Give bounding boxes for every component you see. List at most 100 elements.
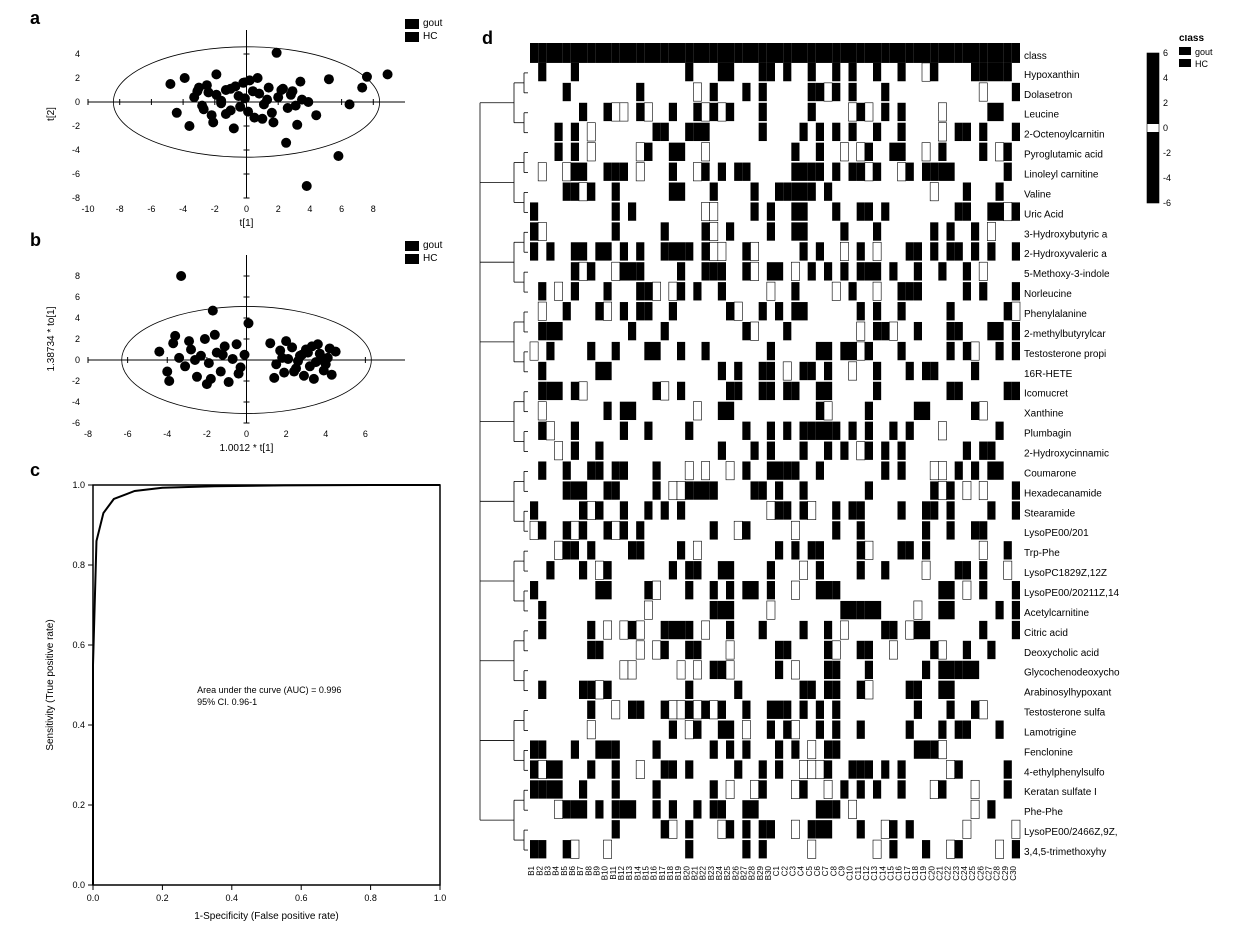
svg-text:class: class — [1179, 35, 1204, 44]
svg-text:-2: -2 — [72, 121, 80, 131]
svg-text:5-Methoxy-3-indole: 5-Methoxy-3-indole — [1024, 269, 1110, 280]
svg-text:Dolasetron: Dolasetron — [1024, 90, 1072, 101]
svg-text:Glycochenodeoxycho: Glycochenodeoxycho — [1024, 668, 1120, 679]
svg-text:8: 8 — [75, 271, 80, 281]
svg-text:2: 2 — [1163, 98, 1168, 108]
svg-text:Coumarone: Coumarone — [1024, 468, 1077, 479]
svg-text:0: 0 — [244, 204, 249, 214]
svg-text:-10: -10 — [81, 204, 94, 214]
svg-text:2-Hydroxycinnamic: 2-Hydroxycinnamic — [1024, 448, 1109, 459]
svg-text:-6: -6 — [124, 429, 132, 439]
svg-text:t[1]: t[1] — [240, 218, 254, 229]
svg-text:4-ethylphenylsulfo: 4-ethylphenylsulfo — [1024, 767, 1105, 778]
svg-text:Trp-Phe: Trp-Phe — [1024, 548, 1060, 559]
svg-text:0: 0 — [75, 97, 80, 107]
svg-text:Uric Acid: Uric Acid — [1024, 209, 1063, 220]
figure-root: a b c d gout HC gout HC -10-8-6-4-202468… — [0, 0, 1240, 935]
svg-text:0.0: 0.0 — [87, 893, 100, 903]
svg-text:-4: -4 — [179, 204, 187, 214]
svg-text:Lamotrigine: Lamotrigine — [1024, 727, 1077, 738]
svg-text:Sensitivity (True positive rat: Sensitivity (True positive rate) — [45, 619, 56, 750]
svg-text:2-Hydroxyvaleric a: 2-Hydroxyvaleric a — [1024, 249, 1107, 260]
svg-text:Xanthine: Xanthine — [1024, 409, 1064, 420]
svg-text:2: 2 — [284, 429, 289, 439]
svg-text:0.0: 0.0 — [72, 880, 85, 890]
svg-text:Area under the curve (AUC) = 0: Area under the curve (AUC) = 0.996 — [197, 685, 341, 695]
svg-text:class: class — [1024, 51, 1047, 62]
svg-text:6: 6 — [75, 292, 80, 302]
svg-text:-2: -2 — [72, 376, 80, 386]
svg-text:1.0: 1.0 — [72, 480, 85, 490]
svg-text:Plumbagin: Plumbagin — [1024, 429, 1071, 440]
svg-text:0.8: 0.8 — [364, 893, 377, 903]
svg-text:1.38734 * to[1]: 1.38734 * to[1] — [46, 306, 57, 371]
svg-text:LysoPC1829Z,12Z: LysoPC1829Z,12Z — [1024, 568, 1107, 579]
svg-text:LysoPE00/201: LysoPE00/201 — [1024, 528, 1089, 539]
svg-text:-4: -4 — [72, 145, 80, 155]
svg-text:8: 8 — [371, 204, 376, 214]
legend-label: gout — [423, 240, 442, 251]
svg-text:1.0: 1.0 — [434, 893, 447, 903]
svg-text:Keratan sulfate I: Keratan sulfate I — [1024, 787, 1097, 798]
svg-text:2: 2 — [75, 334, 80, 344]
svg-text:Citric acid: Citric acid — [1024, 628, 1068, 639]
svg-text:Acetylcarnitine: Acetylcarnitine — [1024, 608, 1089, 619]
svg-text:Testosterone sulfa: Testosterone sulfa — [1024, 708, 1106, 719]
svg-text:-6: -6 — [147, 204, 155, 214]
svg-text:6: 6 — [339, 204, 344, 214]
svg-text:Hypoxanthin: Hypoxanthin — [1024, 70, 1080, 81]
panel-b-scatter: -8-6-4-20246-6-4-2024681.0012 * t[1]1.38… — [40, 245, 420, 455]
svg-text:t[2]: t[2] — [46, 107, 57, 121]
svg-text:95% CI. 0.96-1: 95% CI. 0.96-1 — [197, 697, 257, 707]
svg-text:0.4: 0.4 — [226, 893, 239, 903]
svg-text:HC: HC — [1195, 59, 1208, 69]
svg-text:-2: -2 — [211, 204, 219, 214]
svg-text:1.0012 * t[1]: 1.0012 * t[1] — [220, 443, 274, 454]
svg-text:-6: -6 — [72, 418, 80, 428]
svg-text:gout: gout — [1195, 47, 1213, 57]
svg-text:Arabinosylhypoxant: Arabinosylhypoxant — [1024, 688, 1111, 699]
legend-label: HC — [423, 31, 437, 42]
svg-text:0.4: 0.4 — [72, 720, 85, 730]
svg-text:Phenylalanine: Phenylalanine — [1024, 309, 1087, 320]
panel-a-label: a — [30, 8, 40, 29]
svg-text:2: 2 — [276, 204, 281, 214]
svg-text:4: 4 — [75, 49, 80, 59]
svg-text:3-Hydroxybutyric a: 3-Hydroxybutyric a — [1024, 229, 1108, 240]
svg-text:0.6: 0.6 — [295, 893, 308, 903]
panel-c-roc: 0.00.20.40.60.81.00.00.20.40.60.81.01-Sp… — [35, 475, 455, 925]
svg-text:4: 4 — [75, 313, 80, 323]
svg-text:0: 0 — [75, 355, 80, 365]
svg-text:0.2: 0.2 — [72, 800, 85, 810]
svg-text:2-methylbutyrylcar: 2-methylbutyrylcar — [1024, 329, 1106, 340]
svg-text:-4: -4 — [72, 397, 80, 407]
svg-text:Hexadecanamide: Hexadecanamide — [1024, 488, 1102, 499]
svg-text:6: 6 — [1163, 48, 1168, 58]
legend-label: gout — [423, 18, 442, 29]
svg-text:-2: -2 — [1163, 148, 1171, 158]
svg-text:0.2: 0.2 — [156, 893, 169, 903]
svg-text:Valine: Valine — [1024, 189, 1051, 200]
svg-text:1-Specificity (False positive: 1-Specificity (False positive rate) — [194, 911, 339, 922]
svg-text:-6: -6 — [72, 169, 80, 179]
svg-text:4: 4 — [307, 204, 312, 214]
panel-d-heatmap: classHypoxanthinDolasetronLeucine2-Octen… — [475, 35, 1240, 915]
panel-a-scatter: -10-8-6-4-202468-8-6-4-2024t[1]t[2] — [40, 20, 420, 230]
svg-text:Phe-Phe: Phe-Phe — [1024, 807, 1063, 818]
svg-text:C30: C30 — [1009, 865, 1018, 880]
svg-text:Fenclonine: Fenclonine — [1024, 747, 1073, 758]
svg-text:LysoPE00/20211Z,14: LysoPE00/20211Z,14 — [1024, 588, 1120, 599]
svg-text:0.6: 0.6 — [72, 640, 85, 650]
svg-text:Stearamide: Stearamide — [1024, 508, 1076, 519]
svg-text:0: 0 — [244, 429, 249, 439]
svg-text:Deoxycholic acid: Deoxycholic acid — [1024, 648, 1099, 659]
svg-text:Norleucine: Norleucine — [1024, 289, 1072, 300]
svg-text:6: 6 — [363, 429, 368, 439]
svg-text:Icomucret: Icomucret — [1024, 389, 1068, 400]
svg-text:-4: -4 — [163, 429, 171, 439]
svg-text:LysoPE00/2466Z,9Z,: LysoPE00/2466Z,9Z, — [1024, 827, 1118, 838]
svg-text:Linoleyl carnitine: Linoleyl carnitine — [1024, 170, 1099, 181]
svg-text:Testosterone propi: Testosterone propi — [1024, 349, 1106, 360]
svg-text:-8: -8 — [84, 429, 92, 439]
svg-text:-2: -2 — [203, 429, 211, 439]
